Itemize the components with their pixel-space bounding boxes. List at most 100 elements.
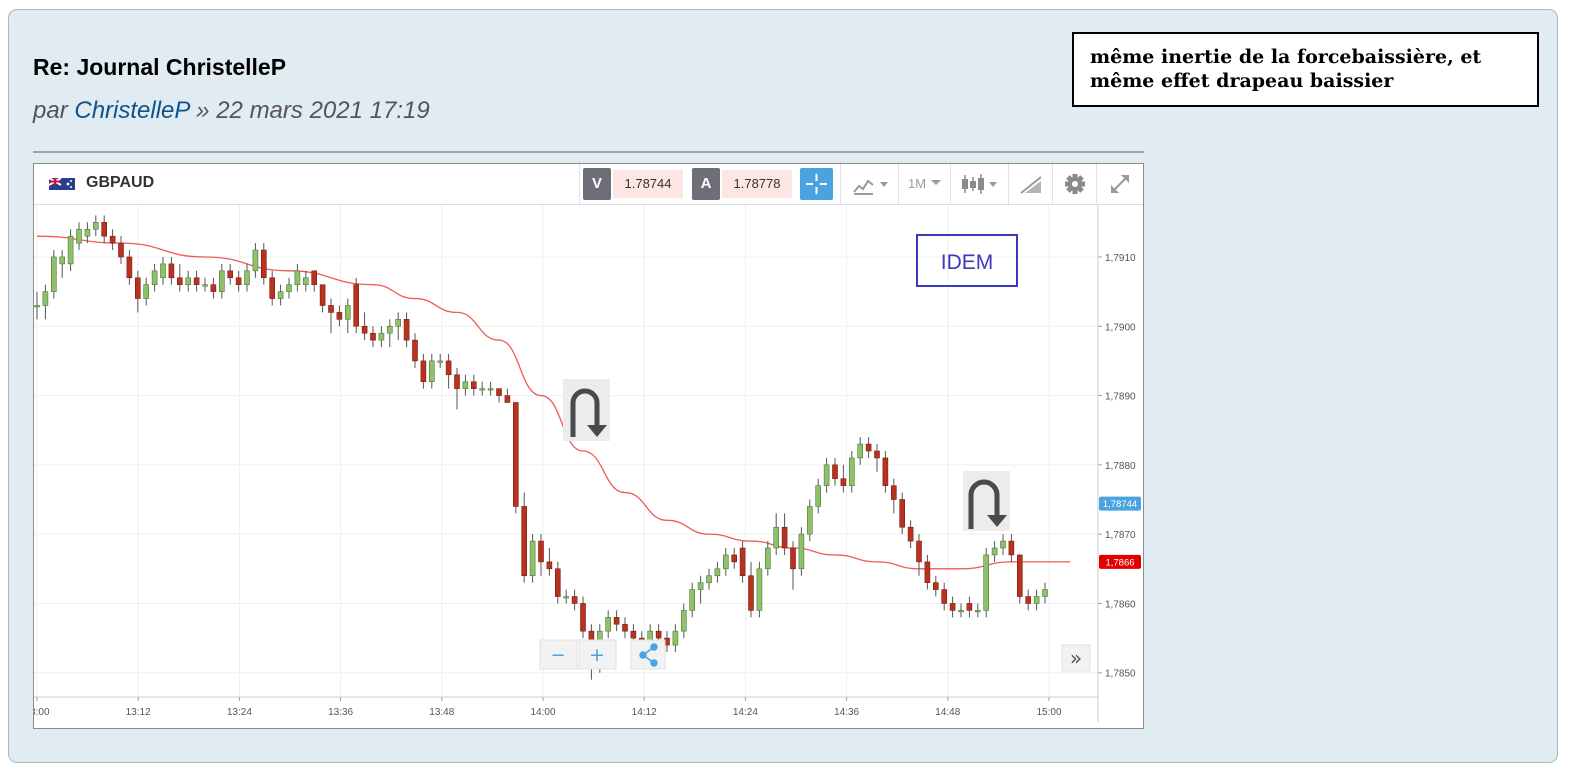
- candle: [857, 437, 864, 465]
- y-tick-label: 1,7900: [1105, 322, 1136, 333]
- bearish-candle-body: [630, 630, 637, 639]
- annotation-callout: même inertie de la forcebaissière, et mê…: [1072, 32, 1539, 107]
- bullish-candle-body: [487, 388, 494, 391]
- bullish-candle-body: [185, 277, 191, 285]
- candle: [437, 353, 444, 368]
- chart-plot[interactable]: 1,7850 1,7860 1,7870 1,7880 1,7890 1,7900 1,79…: [34, 205, 1143, 728]
- bullish-candle-body: [92, 222, 99, 230]
- bullish-candle-body: [857, 443, 864, 459]
- bullish-candle-body: [59, 256, 66, 265]
- bullish-candle-body: [689, 589, 696, 611]
- bearish-candle-body: [890, 485, 897, 500]
- candle: [1016, 554, 1023, 604]
- share-button[interactable]: [630, 639, 666, 670]
- candle: [1033, 589, 1040, 611]
- bearish-candle-body: [504, 395, 511, 403]
- candle: [487, 381, 494, 396]
- bullish-candle-body: [672, 630, 679, 646]
- fullscreen-button[interactable]: [1102, 168, 1138, 200]
- author-link[interactable]: ChristelleP: [74, 97, 190, 124]
- candle: [848, 451, 855, 493]
- bearish-candle-body: [731, 554, 738, 563]
- candle: [865, 437, 872, 458]
- bullish-candle-body: [386, 325, 393, 334]
- candle: [470, 374, 477, 396]
- bearish-candle-body: [135, 277, 141, 299]
- bearish-candle-body: [126, 256, 133, 279]
- candle: [177, 263, 183, 292]
- settings-button[interactable]: [1058, 168, 1092, 200]
- candle: [781, 513, 788, 555]
- bearish-candle-body: [177, 277, 183, 285]
- candle: [613, 610, 620, 632]
- sell-label: V: [583, 168, 611, 200]
- toolbar-divider: [1052, 164, 1053, 204]
- candle: [210, 277, 217, 299]
- idem-annotation-box: [916, 234, 1018, 287]
- candle: [949, 596, 956, 618]
- chart-type-button[interactable]: [954, 168, 1004, 200]
- bearish-candle-body: [580, 603, 586, 632]
- bearish-candle-body: [412, 339, 418, 362]
- bearish-candle-body: [899, 499, 906, 528]
- x-tick-label: 13:12: [126, 707, 151, 718]
- timeframe-selector[interactable]: 1M: [902, 168, 946, 200]
- bearish-candle-body: [882, 457, 889, 486]
- bullish-candle-body: [84, 228, 91, 237]
- bearish-candle-body: [496, 388, 502, 396]
- bearish-candle-body: [1016, 554, 1023, 597]
- zoom-out-button[interactable]: [539, 639, 578, 670]
- candle: [739, 541, 746, 583]
- candle: [1000, 534, 1006, 555]
- zoom-in-button[interactable]: [578, 639, 617, 670]
- x-tick-label: 15:00: [1036, 707, 1061, 718]
- indicators-button[interactable]: [846, 168, 896, 200]
- crosshair-button[interactable]: [800, 168, 833, 200]
- bullish-candle-body: [848, 457, 855, 486]
- candle: [521, 492, 528, 583]
- x-tick-label: 14:12: [632, 707, 657, 718]
- y-tick-label: 1,7860: [1105, 599, 1136, 610]
- x-tick-label: 13:00: [34, 707, 50, 718]
- zoom-out-label: −: [550, 645, 565, 666]
- bullish-candle-body: [563, 596, 570, 599]
- bullish-candle-body: [823, 464, 830, 486]
- candle: [1025, 589, 1032, 611]
- plot-background: [34, 205, 1098, 697]
- bearish-candle-body: [546, 561, 553, 570]
- candle: [563, 589, 570, 604]
- candle: [546, 548, 553, 576]
- meta-date: » 22 mars 2021 17:19: [189, 97, 430, 124]
- sell-button[interactable]: V 1.78744: [583, 168, 685, 200]
- candle: [370, 326, 376, 348]
- buy-label: A: [692, 168, 720, 200]
- candle: [790, 541, 796, 590]
- bullish-candle-body: [991, 547, 998, 556]
- y-tick-label: 1,7890: [1105, 392, 1136, 403]
- candle: [109, 229, 116, 251]
- candle: [580, 596, 586, 639]
- u-turn-arrow-icon: [563, 379, 610, 441]
- candle: [143, 277, 149, 306]
- bullish-candle-body: [706, 575, 712, 583]
- candle: [974, 603, 981, 618]
- candle: [907, 520, 914, 549]
- moving-average-line: [36, 235, 1071, 570]
- candle: [403, 312, 410, 348]
- candle: [319, 284, 326, 313]
- candle: [420, 353, 427, 389]
- candle: [622, 617, 628, 639]
- candle: [966, 596, 973, 618]
- post-title[interactable]: Re: Journal ChristelleP: [33, 54, 287, 80]
- drawing-tools-button[interactable]: [1012, 168, 1050, 200]
- scroll-right-button[interactable]: [1061, 644, 1091, 672]
- candle: [428, 353, 435, 389]
- toolbar-divider: [1008, 164, 1009, 204]
- candle: [42, 284, 49, 320]
- symbol-label[interactable]: GBPAUD: [86, 174, 155, 191]
- candle: [151, 263, 158, 292]
- candle: [798, 527, 805, 576]
- buy-button[interactable]: A 1.78778: [692, 168, 794, 200]
- candle: [269, 270, 275, 306]
- idem-annotation-label: IDEM: [941, 251, 994, 274]
